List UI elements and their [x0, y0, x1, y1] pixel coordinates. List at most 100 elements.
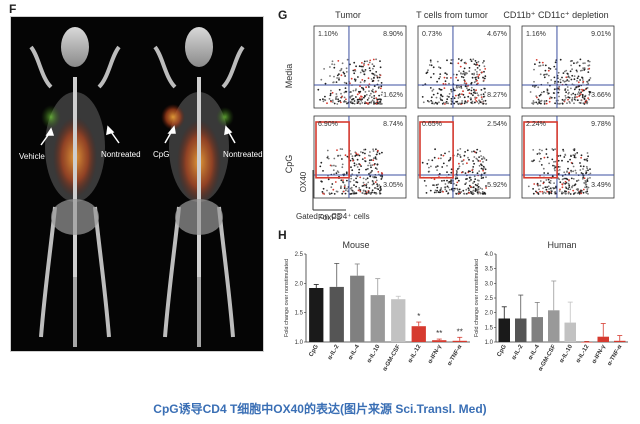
flow-dot: [450, 97, 453, 100]
flow-dot: [540, 91, 543, 94]
flow-dot: [368, 61, 371, 64]
flow-dot: [378, 73, 381, 76]
flow-dot: [577, 91, 580, 94]
flow-dot: [455, 169, 458, 172]
flow-dot: [573, 62, 575, 65]
flow-dot: [338, 88, 341, 91]
flow-dot: [434, 101, 437, 104]
flow-dot: [554, 102, 556, 105]
flow-dot: [447, 192, 450, 195]
flow-dot: [579, 79, 581, 81]
flow-dot: [437, 183, 440, 186]
flow-dot: [586, 157, 589, 160]
flow-dot: [460, 160, 463, 163]
flow-dot: [345, 82, 348, 85]
flow-dot: [550, 189, 553, 192]
flow-dot: [471, 150, 473, 153]
flow-dot: [471, 100, 474, 103]
flow-dot: [360, 95, 362, 98]
flow-dot: [460, 191, 463, 193]
flow-dot: [554, 160, 557, 163]
flow-dot: [380, 94, 383, 96]
flow-dot: [370, 171, 373, 174]
flow-dot: [580, 154, 583, 157]
flow-dot: [335, 98, 337, 100]
flow-dot: [380, 82, 383, 84]
flow-dot: [587, 71, 590, 73]
flow-dot: [544, 64, 547, 67]
flow-dot: [474, 76, 477, 79]
flow-dot: [485, 176, 487, 179]
y-axis-label: Fold change over nonstimulated: [474, 259, 480, 337]
flow-dot: [480, 96, 483, 98]
flow-dot: [565, 76, 568, 79]
flow-dot: [567, 182, 570, 185]
flow-dot: [562, 150, 565, 152]
flow-dot: [567, 188, 570, 190]
flow-dot: [333, 102, 336, 105]
flow-dot: [334, 165, 337, 168]
flow-dot: [547, 74, 550, 77]
flow-dot: [559, 154, 562, 157]
flow-dot: [586, 188, 589, 191]
flow-dot: [568, 80, 570, 82]
panel-letter-f: F: [9, 2, 17, 16]
flow-dot: [543, 90, 545, 93]
flow-dot: [474, 178, 477, 181]
flow-dot: [457, 153, 459, 156]
flow-dot: [562, 191, 565, 194]
flow-dot: [578, 88, 581, 91]
flow-dot: [484, 193, 487, 195]
flow-dot: [342, 179, 344, 182]
flow-dot: [544, 192, 547, 195]
bar: [498, 318, 510, 342]
flow-dot: [358, 90, 360, 93]
flow-dot: [550, 192, 553, 195]
flow-dot: [577, 179, 580, 182]
flow-plot: 6.90% 8.74% 3.05%: [313, 115, 407, 199]
flow-dot: [353, 184, 355, 187]
flow-dot: [535, 101, 538, 104]
flow-dot: [360, 151, 362, 153]
flow-dot: [441, 180, 443, 182]
flow-dot: [359, 102, 362, 105]
flow-dot: [445, 190, 448, 193]
bar: [350, 275, 365, 342]
flow-dot: [567, 160, 569, 163]
flow-dot: [566, 178, 569, 181]
flow-dot: [480, 93, 483, 96]
flow-dot: [470, 179, 472, 181]
flow-dot: [479, 101, 482, 104]
flow-dot: [430, 64, 433, 67]
flow-dot: [585, 186, 588, 188]
flow-dot: [460, 59, 463, 62]
flow-dot: [478, 99, 480, 102]
flow-dot: [562, 72, 565, 74]
flow-dot: [543, 191, 545, 194]
flow-dot: [548, 67, 550, 69]
flow-dot: [571, 97, 574, 99]
flow-dot: [331, 91, 334, 94]
flow-dot: [356, 158, 359, 161]
flow-dot: [377, 102, 379, 105]
flow-dot: [450, 182, 453, 185]
flow-dot: [482, 161, 484, 163]
flow-dot: [589, 91, 592, 93]
flow-dot: [439, 67, 442, 69]
flow-dot: [371, 170, 373, 172]
flow-dot: [539, 180, 542, 182]
flow-plot: 0.73% 4.67% 8.27%: [417, 25, 511, 109]
flow-dot: [572, 92, 575, 95]
flow-dot: [473, 175, 476, 178]
flow-dot: [438, 77, 440, 80]
flow-dot: [442, 190, 444, 193]
flow-dot: [545, 179, 548, 181]
flow-dot: [470, 60, 473, 62]
flow-dot: [376, 185, 379, 188]
flow-dot: [357, 189, 360, 192]
flow-dot: [461, 100, 463, 102]
flow-dot: [483, 166, 486, 169]
flow-dot: [367, 63, 370, 66]
flow-dot: [448, 82, 450, 85]
flow-dot: [473, 180, 476, 183]
